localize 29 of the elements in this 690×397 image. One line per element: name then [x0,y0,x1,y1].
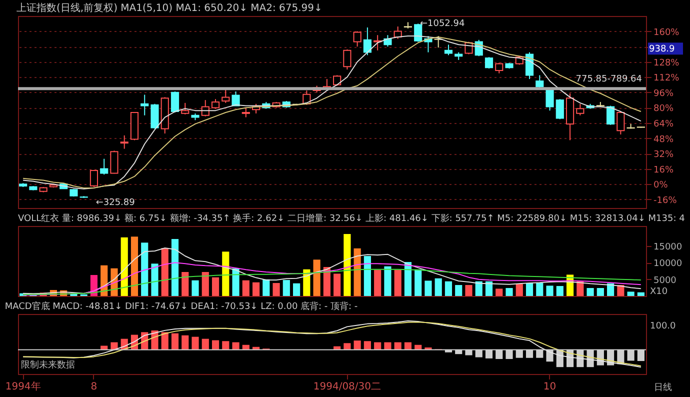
y-tick-label: 160% [654,28,680,38]
y-tick-label: 15000 [654,242,682,252]
y-tick-label: 128% [654,58,680,68]
text: 日线 [654,382,672,394]
y-tick-label: -16% [654,196,678,206]
y-tick-label: 112% [654,74,680,84]
chart-title: 上证指数(日线,前复权) MA1(5,10) MA1: 650.20↓ MA2: 675.99↓ [16,2,322,14]
chart-title: VOLL红衣 量: 8986.39↓ 额: 6.75↓ 额增: -34.35↑ 换手: 2.62↓ 二日增量: 32.56↓ 上影: 481.46↓ 下影: 557.75↑ M5: 22589.80↓ M15: 32813.04↓ M135: 4 [18,213,686,224]
text: 100.0 [650,321,676,332]
y-tick-label: 64% [654,119,674,130]
y-tick-label: 0% [654,180,668,191]
y-tick-label: 10000 [654,259,682,270]
y-tick-label: 16% [654,165,674,176]
x-tick-label: 1994/08/30二 [313,382,382,392]
annotation: 775.85-789.64 [576,74,642,85]
y-tick-label: 80% [654,104,674,114]
text: 938.9 [649,44,676,55]
annotation: ←1052.94 [420,19,465,30]
y-tick-label: 32% [654,150,674,160]
annotation: 限制未来数据 [21,359,75,370]
y-tick-label: 96% [654,88,674,99]
y-tick-label: 48% [654,134,674,145]
y-tick-label: 5000 [654,276,677,286]
text: X10 [650,287,668,298]
x-tick-label: 1994年 [5,380,41,392]
chart-title: MACD官底 MACD: -48.81↓ DIF1: -74.67↓ DEA1: -70.53↓ LZ: 0.00 底背: - 顶背: - [4,301,358,312]
annotation: ←325.89 [96,198,136,208]
x-tick-label: 8 [90,382,98,392]
x-tick-label: 10 [543,382,556,392]
